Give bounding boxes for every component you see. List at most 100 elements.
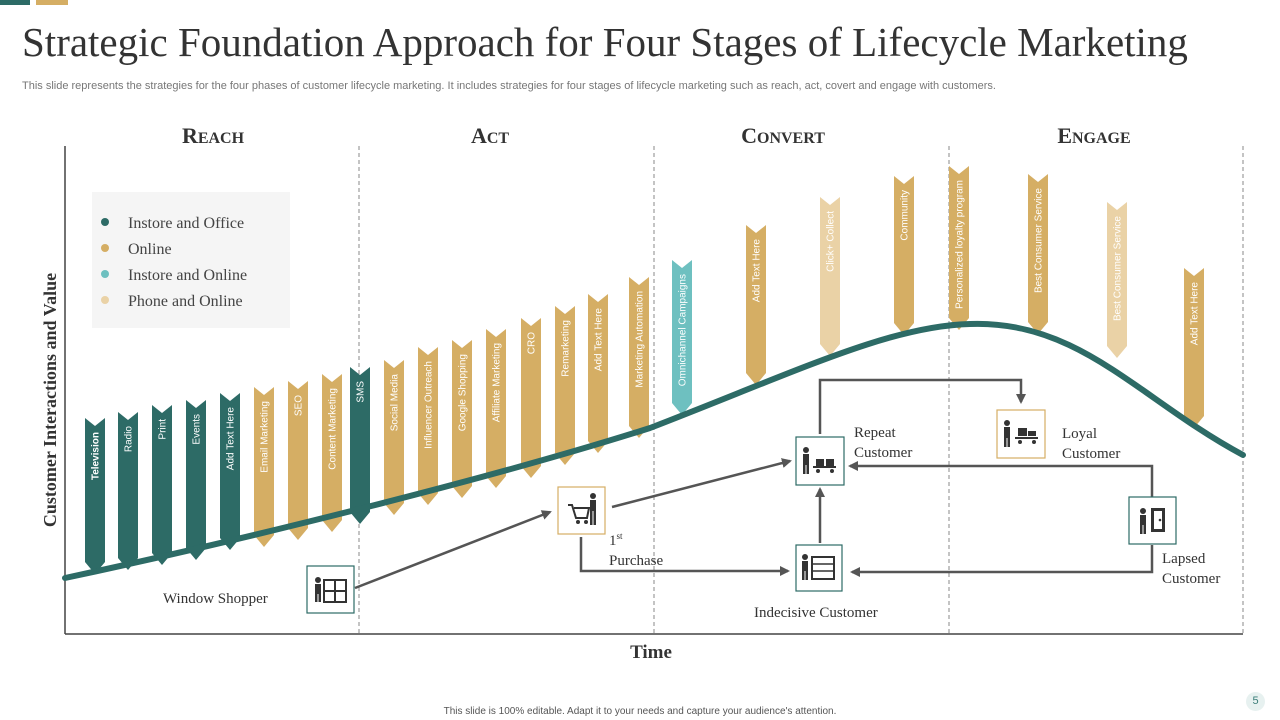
indecisive-customer-label: Indecisive Customer [754, 605, 878, 621]
stage-rest: EACH [198, 130, 245, 147]
ribbon-label: SEO [294, 395, 305, 416]
ribbon-marker [452, 340, 472, 498]
legend-dot [101, 244, 109, 252]
stage-rest: ONVERT [757, 130, 825, 147]
exit-door-icon [1140, 508, 1165, 534]
stage-initial: C [741, 123, 757, 148]
legend-dot [101, 218, 109, 226]
repeat-customer-node [795, 436, 845, 486]
window-shopper-node [306, 565, 355, 614]
ribbon-marker [1028, 174, 1048, 334]
legend-label: Instore and Online [128, 267, 247, 284]
stage-rest: NGAGE [1072, 130, 1131, 147]
top-accent-teal [0, 0, 30, 5]
arrow-repeat-to-loyal [818, 378, 1026, 434]
ribbon-marker [588, 294, 608, 453]
ribbon-label: Social Media [390, 374, 401, 432]
ribbon-marker [350, 367, 370, 524]
ribbon-group: Television Radio Print Events Add Text Here E… [85, 166, 1204, 574]
ribbon-marker [555, 306, 575, 465]
legend-dot [101, 270, 109, 278]
arrow-lapsed-to-repeat [848, 461, 1154, 497]
ribbon-label: Add Text Here [594, 308, 605, 372]
legend-box [92, 192, 290, 328]
legend-dot [101, 296, 109, 304]
slide-title: Strategic Foundation Approach for Four S… [22, 19, 1188, 65]
ribbon-marker [672, 260, 692, 415]
ribbon-label: Influencer Outreach [424, 361, 435, 449]
customer-trolley-icon [1004, 420, 1038, 447]
first-purchase-label: Purchase [609, 553, 663, 569]
footer-note: This slide is 100% editable. Adapt it to… [443, 706, 837, 717]
stage-rest: CT [487, 130, 510, 147]
ribbon-label: Community [900, 190, 911, 241]
ribbon-label: Best Consumer Service [1113, 216, 1124, 321]
ribbon-label: Events [192, 414, 203, 445]
ribbon-marker [152, 405, 172, 565]
storefront-shopper-icon [315, 577, 347, 603]
ribbon-label: Affiliate Marketing [492, 343, 503, 422]
legend-label: Online [128, 241, 172, 258]
top-accent-gold [36, 0, 68, 5]
arrow-lapsed-to-indecisive [850, 545, 1154, 577]
ribbon-marker [418, 347, 438, 505]
ribbon-marker [288, 381, 308, 540]
ribbon-label: Google Shopping [458, 354, 469, 431]
ribbon-marker [1107, 202, 1127, 358]
ribbon-marker [820, 197, 840, 356]
ribbon-marker [521, 318, 541, 478]
ribbon-marker [118, 412, 138, 570]
repeat-customer-label-1: Repeat [854, 425, 896, 441]
ribbon-marker [746, 225, 766, 385]
x-axis-label: Time [630, 642, 672, 663]
loyal-customer-label-1: Loyal [1062, 426, 1097, 442]
legend-label: Instore and Office [128, 215, 244, 232]
stage-initial: E [1057, 123, 1072, 148]
customer-cart-icon [803, 447, 836, 474]
ribbon-marker [322, 374, 342, 532]
indecisive-customer-node [795, 544, 843, 592]
ribbon-label: Click+ Collect [826, 211, 837, 272]
ribbon-label: Best Consumer Service [1034, 188, 1045, 293]
stage-header-engage: ENGAGE [1057, 123, 1130, 148]
ribbon-label: Add Text Here [752, 239, 763, 303]
ribbon-marker [949, 166, 969, 330]
ribbon-marker [1184, 268, 1204, 428]
stage-initial: R [182, 123, 199, 148]
ribbon-marker [384, 360, 404, 515]
stage-header-reach: REACH [182, 123, 245, 148]
ribbon-marker [85, 418, 105, 574]
arrow-purchase-to-indecisive [579, 537, 790, 576]
ribbon-label: CRO [527, 332, 538, 354]
page-number: 5 [1246, 692, 1265, 711]
ribbon-label: Add Text Here [1190, 282, 1201, 346]
ribbon-label: Print [158, 419, 169, 440]
loyal-customer-label-2: Customer [1062, 446, 1120, 462]
legend-label: Phone and Online [128, 293, 243, 310]
slide-subtitle: This slide represents the strategies for… [22, 80, 996, 92]
repeat-customer-label-2: Customer [854, 445, 912, 461]
loyal-customer-node [996, 409, 1046, 459]
ribbon-label: Personalized loyalty program [955, 180, 966, 309]
window-shopper-label: Window Shopper [163, 591, 268, 607]
ribbon-label: Content Marketing [328, 388, 339, 470]
ribbon-marker [486, 329, 506, 488]
ribbon-label: Omnichannel Campaigns [678, 274, 689, 386]
ordinal-suffix: st [617, 531, 624, 541]
customer-shelf-icon [802, 554, 835, 580]
lapsed-customer-label-2: Customer [1162, 571, 1220, 587]
first-purchase-node [557, 486, 606, 535]
lifecycle-curve [62, 320, 1246, 581]
shopping-cart-icon [568, 493, 596, 525]
ribbon-label: Television [91, 432, 102, 480]
ribbon-label: Remarketing [561, 320, 572, 377]
lapsed-customer-node [1128, 496, 1177, 545]
ribbon-label: Radio [124, 426, 135, 453]
stage-header-act: ACT [471, 123, 509, 148]
arrow-purchase-to-repeat [611, 458, 792, 509]
ribbon-label: Email Marketing [260, 401, 271, 473]
arrow-window-to-purchase [354, 510, 552, 590]
ribbon-label: Marketing Automation [635, 291, 646, 388]
ribbon-marker [894, 176, 914, 335]
